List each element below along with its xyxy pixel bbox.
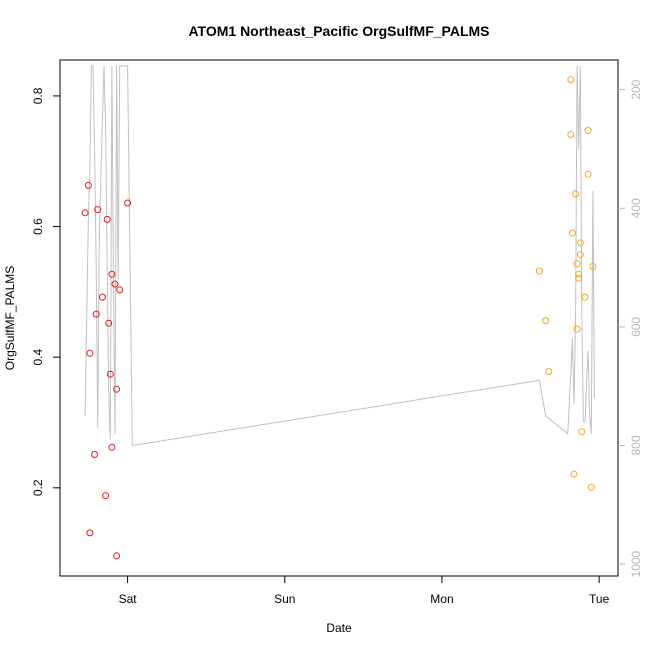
data-point	[108, 270, 116, 278]
data-point	[84, 181, 92, 189]
x-tick-label: Tue	[589, 592, 610, 606]
y-tick-label: 0.6	[31, 218, 45, 235]
data-point	[567, 76, 575, 84]
data-point	[81, 209, 89, 217]
data-point	[567, 131, 575, 138]
y-axis-label: OrgSulfMF_PALMS	[3, 266, 17, 370]
data-point	[545, 368, 553, 376]
data-point	[113, 385, 121, 393]
data-point	[91, 451, 99, 458]
data-point	[576, 251, 584, 259]
y2-tick-label: 1000	[629, 550, 643, 577]
data-point	[584, 127, 592, 134]
line-layer	[84, 65, 595, 447]
y-tick-label: 0.2	[31, 479, 45, 496]
x-tick-label: Sun	[274, 592, 295, 606]
y2-tick-label: 600	[629, 317, 643, 337]
x-axis-label: Date	[326, 621, 352, 635]
x-tick-label: Mon	[430, 592, 453, 606]
data-point	[535, 267, 543, 275]
data-point	[587, 483, 595, 491]
data-point	[576, 239, 584, 247]
data-point	[589, 262, 597, 270]
data-point	[575, 274, 583, 282]
y2-tick-label: 200	[629, 79, 643, 99]
data-point	[573, 325, 581, 333]
data-point	[102, 492, 110, 500]
data-point	[570, 470, 578, 478]
data-point	[111, 280, 119, 288]
data-point	[584, 170, 592, 178]
chart-title: ATOM1 Northeast_Pacific OrgSulfMF_PALMS	[188, 23, 489, 39]
point-layer	[81, 76, 597, 560]
data-point	[105, 319, 113, 327]
y2-tick-label: 400	[629, 198, 643, 218]
data-point	[92, 310, 100, 318]
data-point	[542, 317, 550, 325]
data-point	[106, 370, 114, 378]
ancillary-line	[84, 65, 595, 447]
data-point	[581, 293, 589, 301]
data-point	[86, 349, 94, 357]
data-point	[575, 270, 583, 278]
data-point	[103, 215, 111, 223]
data-point	[94, 206, 102, 214]
y-tick-label: 0.8	[31, 87, 45, 104]
data-point	[116, 286, 124, 294]
axes-layer: Sat Sun Mon Tue 0.2 0.4 0.6 0.8 200 400 600 800 1000	[31, 79, 643, 606]
data-point	[86, 529, 94, 537]
data-point	[124, 199, 132, 207]
plot-frame	[59, 59, 619, 577]
y2-tick-label: 800	[629, 435, 643, 455]
data-point	[98, 293, 106, 301]
data-point	[113, 552, 121, 560]
data-point	[578, 428, 586, 436]
data-point	[573, 260, 581, 268]
data-point	[108, 443, 116, 451]
data-point	[572, 190, 580, 198]
x-tick-label: Sat	[119, 592, 138, 606]
y-tick-label: 0.4	[31, 349, 45, 366]
data-point	[568, 229, 576, 237]
